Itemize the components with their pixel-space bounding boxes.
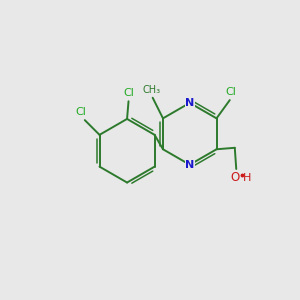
Text: Cl: Cl xyxy=(123,88,134,98)
Text: CH₃: CH₃ xyxy=(142,85,160,95)
Text: H: H xyxy=(243,172,252,182)
Text: N: N xyxy=(185,160,194,170)
Text: Cl: Cl xyxy=(76,107,87,117)
Text: O: O xyxy=(230,171,239,184)
Text: Cl: Cl xyxy=(225,87,236,97)
Text: N: N xyxy=(185,98,194,108)
